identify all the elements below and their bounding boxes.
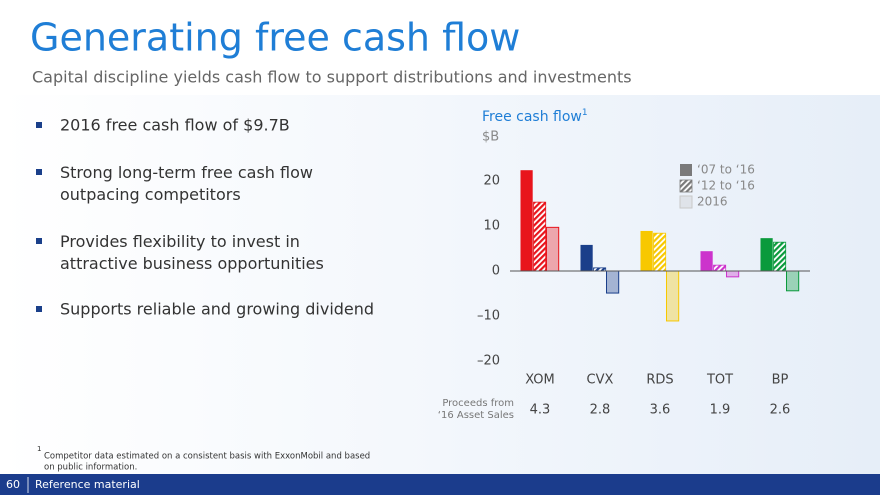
x-tick-label: TOT xyxy=(706,373,733,388)
x-tick-label: RDS xyxy=(646,373,673,388)
bar xyxy=(713,264,727,272)
legend-label: 2016 xyxy=(697,195,728,209)
bar xyxy=(666,270,680,322)
footer-bar xyxy=(0,474,880,495)
y-tick-label: –10 xyxy=(477,309,500,324)
bullet: Provides flexibility to invest in attract… xyxy=(60,232,324,273)
row-value: 4.3 xyxy=(530,403,551,418)
row-label: ‘16 Asset Sales xyxy=(438,410,514,421)
bar xyxy=(773,241,787,272)
content-panel xyxy=(0,95,880,475)
x-tick-label: XOM xyxy=(525,373,555,388)
slide-subtitle: Capital discipline yields cash flow to s… xyxy=(32,68,632,87)
chart: 20 10 0 –10 –20 XOM 4.3 CVX 2.8 RDS 3.6 TOT 1.9 BP 2.6… xyxy=(438,163,810,421)
bar xyxy=(580,244,593,271)
footnote: Competitor data estimated on a consisten… xyxy=(44,452,370,462)
bullets: 2016 free cash flow of $9.7B Strong long… xyxy=(36,116,374,319)
chart-title: Free cash flow1 xyxy=(482,108,588,126)
bullet-dot xyxy=(36,238,42,244)
footnote-marker: 1 xyxy=(37,445,41,453)
footer-label: Reference material xyxy=(35,478,140,491)
bullet-dot xyxy=(36,122,42,128)
y-tick-label: 10 xyxy=(483,219,500,234)
chart-title-note: 1 xyxy=(582,108,588,118)
x-tick-label: CVX xyxy=(587,373,614,388)
row-value: 1.9 xyxy=(710,403,731,418)
legend-swatch xyxy=(680,164,692,176)
bar xyxy=(726,270,740,278)
y-axis-label: $B xyxy=(482,130,499,145)
bar xyxy=(700,251,713,271)
bar xyxy=(760,238,773,271)
bar xyxy=(533,201,547,272)
row-label: Proceeds from xyxy=(442,398,514,409)
bullet-dot xyxy=(36,306,42,312)
row-value: 2.8 xyxy=(590,403,611,418)
row-value: 3.6 xyxy=(650,403,671,418)
bar xyxy=(606,270,620,294)
bullet: 2016 free cash flow of $9.7B xyxy=(60,116,290,135)
bullet: Strong long-term free cash flow outpacing… xyxy=(60,163,313,204)
chart-title-text: Free cash flow xyxy=(482,109,582,125)
legend-label: ‘12 to ‘16 xyxy=(697,179,755,193)
page-number: 60 xyxy=(6,478,20,491)
footnote: on public information. xyxy=(44,463,137,473)
bar xyxy=(520,170,533,271)
x-tick-label: BP xyxy=(772,373,789,388)
bar xyxy=(786,270,800,292)
bar xyxy=(640,230,653,271)
slide-title: Generating free cash flow xyxy=(30,16,520,60)
bullet: Supports reliable and growing dividend xyxy=(60,300,374,319)
row-value: 2.6 xyxy=(770,403,791,418)
bullet-dot xyxy=(36,169,42,175)
y-tick-label: –20 xyxy=(477,354,500,369)
y-tick-label: 20 xyxy=(483,174,500,189)
bar xyxy=(546,226,560,272)
legend-swatch xyxy=(679,179,693,193)
legend-swatch xyxy=(679,195,693,209)
y-tick-label: 0 xyxy=(492,264,500,279)
bar xyxy=(653,232,667,272)
legend-label: ‘07 to ‘16 xyxy=(697,163,755,177)
